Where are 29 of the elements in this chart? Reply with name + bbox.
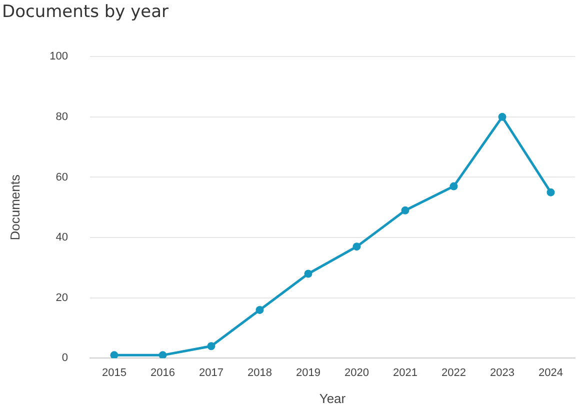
x-tick-label: 2023 (490, 366, 514, 379)
y-tick-label: 80 (56, 110, 68, 123)
point (110, 351, 118, 358)
point (450, 182, 458, 190)
x-tick-label: 2019 (296, 366, 320, 379)
y-tick-label: 100 (50, 50, 68, 63)
chart-title: Documents by year (2, 2, 169, 22)
y-tick-label: 0 (62, 352, 68, 364)
point (352, 242, 361, 251)
x-tick-label: 2015 (102, 366, 126, 379)
point (498, 112, 506, 121)
y-axis-title: Documents (7, 174, 22, 240)
point (207, 342, 216, 350)
x-tick-label: 2017 (198, 366, 224, 379)
y-tick-label: 20 (56, 292, 68, 304)
x-tick-label: 2022 (441, 366, 466, 379)
point (158, 351, 167, 358)
point (304, 270, 312, 278)
x-tick-label: 2020 (344, 366, 369, 379)
x-tick-label: 2021 (392, 366, 418, 379)
x-tick-label: 2018 (247, 366, 272, 379)
point (401, 206, 410, 214)
y-tick-label: 40 (56, 232, 68, 244)
point (256, 306, 264, 314)
x-axis-title: Year (319, 390, 346, 406)
x-tick-label: 2016 (150, 366, 175, 379)
y-tick-label: 60 (56, 171, 68, 184)
point (546, 188, 555, 196)
x-tick-label: 2024 (538, 366, 563, 379)
